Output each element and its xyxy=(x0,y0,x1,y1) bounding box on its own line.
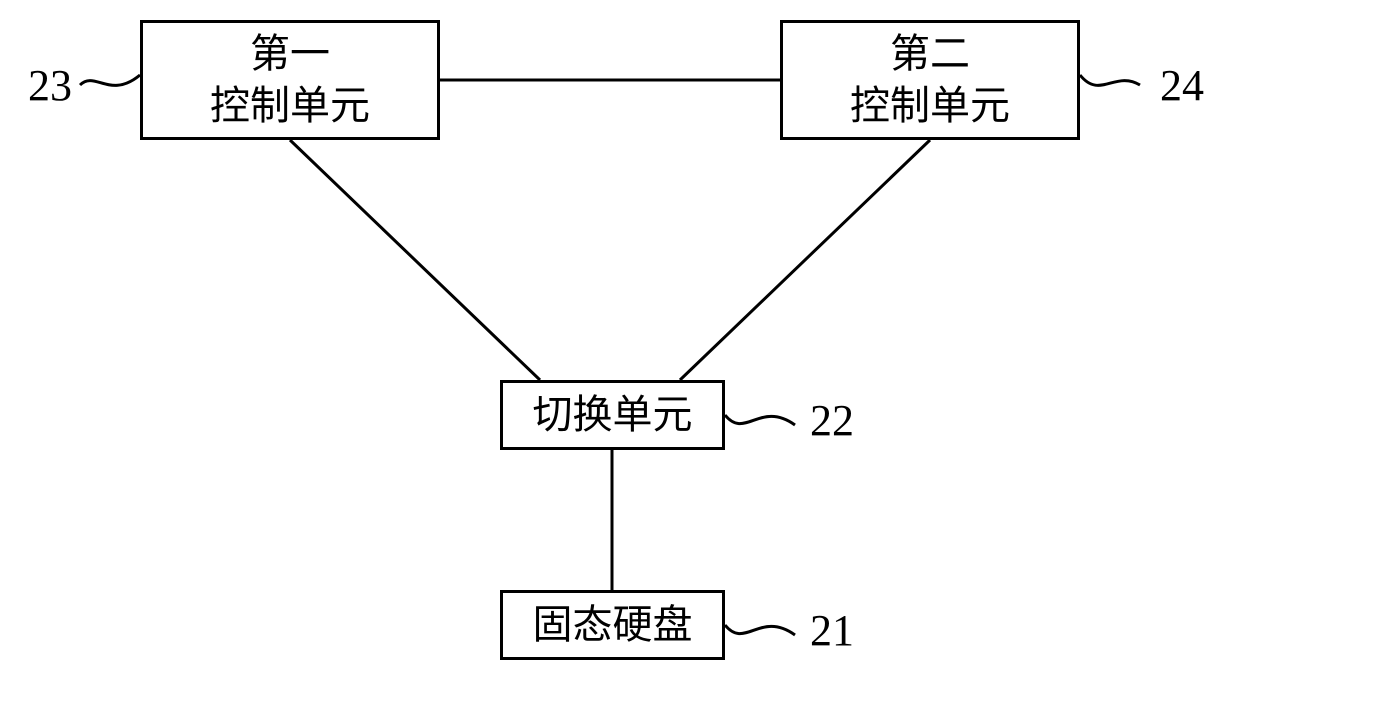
node-first-control-unit: 第一 控制单元 xyxy=(140,20,440,140)
ref-label-24: 24 xyxy=(1160,60,1204,111)
node-label: 切换单元 xyxy=(533,389,693,441)
ref-label-21: 21 xyxy=(810,605,854,656)
node-label: 第一 控制单元 xyxy=(210,28,370,132)
edge-n23-n22 xyxy=(290,140,540,380)
ref-label-22: 22 xyxy=(810,395,854,446)
tilde-23 xyxy=(80,75,140,85)
node-ssd: 固态硬盘 xyxy=(500,590,725,660)
block-diagram: 第一 控制单元 第二 控制单元 切换单元 固态硬盘 23 24 22 21 xyxy=(0,0,1380,722)
node-switch-unit: 切换单元 xyxy=(500,380,725,450)
node-label: 固态硬盘 xyxy=(533,599,693,651)
tilde-22 xyxy=(725,415,795,425)
tilde-24 xyxy=(1080,75,1140,85)
edge-n24-n22 xyxy=(680,140,930,380)
node-second-control-unit: 第二 控制单元 xyxy=(780,20,1080,140)
ref-label-23: 23 xyxy=(28,60,72,111)
tilde-21 xyxy=(725,625,795,635)
node-label: 第二 控制单元 xyxy=(850,28,1010,132)
